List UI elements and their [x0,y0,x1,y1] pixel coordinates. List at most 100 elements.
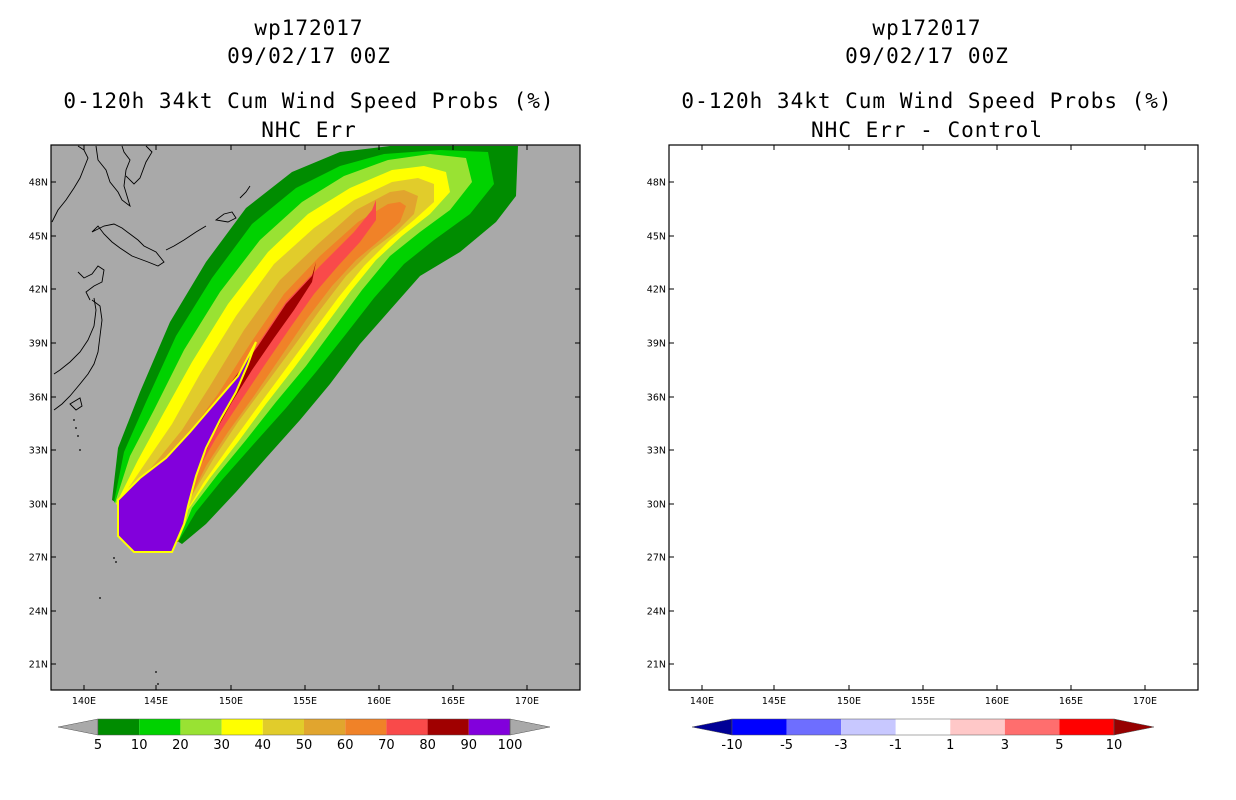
colorbar-box-3 [895,719,951,735]
coastline-8 [165,225,207,251]
colorbar-label: 90 [461,738,478,753]
colorbar-label: 70 [378,738,395,753]
coastline-1 [95,145,131,208]
colorbar-label: -10 [721,738,742,753]
lon-label: 170E [515,696,539,707]
coastline-7 [69,397,83,411]
colorbar-box-6 [1059,719,1114,735]
colorbar-label: 5 [1055,738,1063,753]
colorbar-box-0 [98,719,140,735]
colorbar-frame [97,718,511,736]
lat-label: 48N [647,178,666,189]
probability-map: 140E 145E 150E 155E 160E 165E 170E 48N 45N 42N 39N… [29,144,581,753]
colorbar-label: -1 [889,738,902,753]
coastline-4 [77,265,105,301]
colorbar-label: 50 [296,738,313,753]
map-layer [51,145,518,685]
coastline-5 [53,299,103,411]
colorbar-label: 5 [94,738,102,753]
colorbar-box-5 [1004,719,1060,735]
colorbar-frame [731,718,1115,736]
colorbar-label: 30 [213,738,230,753]
colorbar-label: 1 [946,738,954,753]
colorbar-box-5 [304,719,346,735]
experiment-title: NHC Err - Control [811,118,1043,142]
colorbar-low-arrow [691,718,733,736]
lat-label: 21N [647,660,666,671]
island-5 [115,561,117,563]
product-title: 0-120h 34kt Cum Wind Speed Probs (%) [63,89,555,113]
lon-label: 160E [985,696,1009,707]
colorbar-label: -3 [835,738,848,753]
prob-band-10 [118,342,256,552]
lat-label: 33N [647,446,666,457]
left-panel: wp172017 09/02/17 00Z 0-120h 34kt Cum Wi… [29,16,581,753]
coastline-9 [214,211,237,223]
map-frame [668,144,1199,691]
colorbar-box-4 [950,719,1005,735]
colorbar-label: -5 [780,738,793,753]
lat-label: 45N [647,232,666,243]
right-panel: wp172017 09/02/17 00Z 0-120h 34kt Cum Wi… [618,0,1236,800]
map-background [669,145,1198,690]
lat-label: 27N [647,553,666,564]
colorbar: -10 -5 -3 -1 1 3 5 10 [691,718,1155,753]
lat-label: 24N [29,607,48,618]
coastline-0 [51,145,89,223]
lon-label: 140E [690,696,714,707]
colorbar-high-arrow [1113,718,1155,736]
island-4 [113,557,115,559]
lon-label: 165E [1059,696,1083,707]
lon-label: 145E [762,696,786,707]
colorbar-label: 100 [498,738,523,753]
island-0 [73,419,75,421]
colorbar-label: 80 [419,738,436,753]
colorbar-label: 3 [1001,738,1009,753]
lat-label: 24N [647,607,666,618]
lon-label: 155E [911,696,935,707]
core-outline [117,341,257,553]
lon-label: 170E [1133,696,1157,707]
date-title: 09/02/17 00Z [227,44,391,68]
colorbar-box-4 [262,719,304,735]
lat-label: 42N [29,285,48,296]
date-title: 09/02/17 00Z [845,44,1009,68]
lat-label: 45N [29,232,48,243]
colorbar-box-0 [732,719,787,735]
lon-label: 155E [293,696,317,707]
colorbar: 5 10 20 30 40 50 60 70 80 90 100 [57,718,551,753]
colorbar-box-6 [345,719,387,735]
storm-id-title: wp172017 [872,16,982,40]
colorbar-box-8 [427,719,469,735]
lat-label: 36N [647,393,666,404]
colorbar-label: 40 [255,738,272,753]
lon-label: 140E [72,696,96,707]
lat-label: 33N [29,446,48,457]
island-7 [155,671,157,673]
island-8 [157,683,159,685]
experiment-title: NHC Err [261,118,357,142]
lon-label: 165E [441,696,465,707]
island-1 [75,427,77,429]
product-title: 0-120h 34kt Cum Wind Speed Probs (%) [681,89,1173,113]
coastline-10 [239,185,251,199]
lat-label: 30N [647,500,666,511]
colorbar-label: 20 [172,738,189,753]
lon-label: 145E [144,696,168,707]
colorbar-label: 60 [337,738,354,753]
lat-label: 21N [29,660,48,671]
coastline-6 [53,297,97,375]
colorbar-box-7 [386,719,428,735]
lon-label: 150E [837,696,861,707]
lat-label: 27N [29,553,48,564]
colorbar-box-2 [841,719,896,735]
lon-label: 150E [219,696,243,707]
coastline-2 [125,145,153,185]
map-frame [50,144,581,691]
island-3 [79,449,81,451]
colorbar-label: 10 [1106,738,1123,753]
island-6 [99,597,101,599]
lat-label: 39N [29,339,48,350]
colorbar-label: 10 [131,738,148,753]
